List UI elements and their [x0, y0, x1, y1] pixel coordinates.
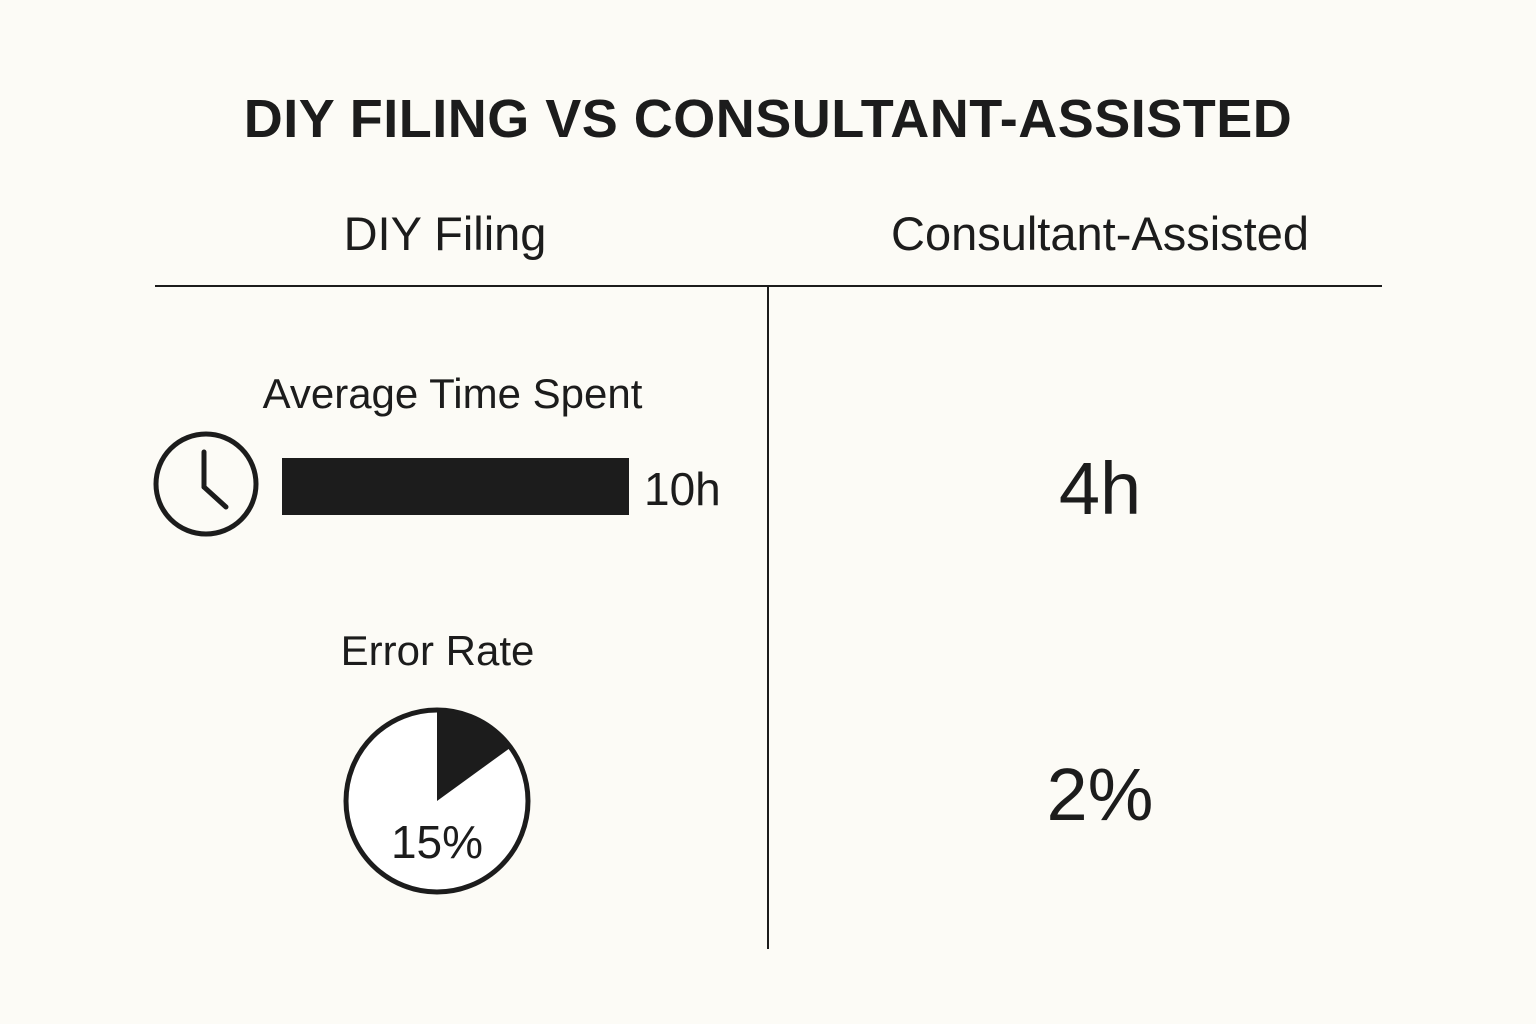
column-header-consultant: Consultant-Assisted — [891, 207, 1309, 260]
vertical-divider — [767, 287, 769, 949]
diy-time-bar — [282, 458, 629, 515]
page-title: DIY FILING VS CONSULTANT-ASSISTED — [243, 89, 1293, 149]
diy-time-value: 10h — [644, 463, 721, 515]
horizontal-divider — [155, 285, 1382, 287]
metric-label-error: Error Rate — [340, 627, 535, 674]
metric-label-time: Average Time Spent — [262, 370, 643, 417]
diy-error-pie — [343, 707, 531, 895]
diy-error-value: 15% — [390, 816, 484, 868]
diy-error-slice — [437, 712, 509, 801]
clock-icon — [153, 431, 259, 537]
consultant-time-value: 4h — [1058, 447, 1142, 530]
column-header-diy: DIY Filing — [343, 207, 547, 260]
consultant-error-value: 2% — [1046, 753, 1154, 836]
